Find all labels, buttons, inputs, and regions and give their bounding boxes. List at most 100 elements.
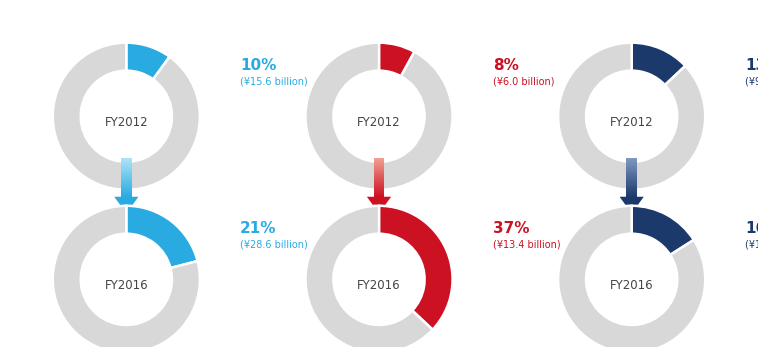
Polygon shape [114, 197, 139, 213]
Bar [626, 167, 637, 168]
Text: Three companies total: Three companies total [33, 12, 219, 27]
Bar [121, 168, 132, 169]
Bar [626, 180, 637, 181]
Bar [121, 178, 132, 179]
Bar [121, 194, 132, 195]
Bar [121, 189, 132, 190]
Bar [626, 170, 637, 171]
Bar [374, 187, 384, 188]
Bar [626, 177, 637, 178]
Bar [374, 165, 384, 166]
Bar [121, 166, 132, 167]
Bar [374, 172, 384, 174]
Bar [121, 195, 132, 196]
Bar [626, 190, 637, 191]
Bar [626, 165, 637, 166]
Text: 8%: 8% [493, 58, 518, 73]
Wedge shape [127, 206, 198, 268]
Bar [121, 162, 132, 163]
Bar [374, 176, 384, 177]
Bar [374, 159, 384, 160]
Bar [374, 160, 384, 161]
Bar [121, 185, 132, 186]
Bar [121, 175, 132, 176]
Wedge shape [53, 206, 200, 347]
Bar [374, 166, 384, 167]
Bar [626, 161, 637, 162]
Text: 16%: 16% [745, 221, 758, 236]
Bar [626, 179, 637, 180]
Bar [374, 177, 384, 178]
Bar [626, 183, 637, 184]
Bar [374, 174, 384, 175]
Bar [626, 163, 637, 164]
Bar [374, 180, 384, 181]
Bar [121, 164, 132, 165]
Wedge shape [305, 43, 453, 190]
Text: FY2016: FY2016 [105, 279, 148, 292]
Text: (¥15.6 billion): (¥15.6 billion) [240, 76, 308, 86]
Bar [121, 192, 132, 193]
Wedge shape [379, 43, 415, 76]
Bar [374, 193, 384, 194]
Bar [121, 165, 132, 166]
Text: (¥9.5 billion): (¥9.5 billion) [745, 76, 758, 86]
Bar [374, 188, 384, 189]
Bar [374, 167, 384, 168]
Wedge shape [53, 43, 200, 190]
Bar [626, 191, 637, 192]
Bar [626, 194, 637, 195]
Bar [374, 194, 384, 195]
Bar [374, 162, 384, 163]
Bar [374, 164, 384, 165]
Bar [374, 182, 384, 183]
Bar [374, 168, 384, 169]
Polygon shape [367, 197, 391, 213]
Bar [374, 161, 384, 162]
Bar [121, 184, 132, 185]
Bar [374, 183, 384, 184]
Bar [374, 189, 384, 190]
Bar [121, 159, 132, 160]
Bar [374, 190, 384, 191]
Polygon shape [619, 197, 644, 213]
Bar [121, 172, 132, 174]
Bar [626, 169, 637, 170]
Bar [626, 188, 637, 189]
Bar [121, 187, 132, 188]
Bar [121, 183, 132, 184]
Bar [121, 170, 132, 171]
Wedge shape [631, 206, 694, 255]
Bar [121, 186, 132, 187]
Text: Taiyo Life: Taiyo Life [340, 12, 418, 27]
Bar [374, 163, 384, 164]
Bar [626, 166, 637, 167]
Bar [374, 192, 384, 193]
Text: (¥28.6 billion): (¥28.6 billion) [240, 239, 308, 249]
Bar [374, 196, 384, 197]
Bar [121, 180, 132, 181]
Bar [626, 172, 637, 174]
Bar [374, 195, 384, 196]
Bar [374, 178, 384, 179]
Wedge shape [631, 43, 685, 85]
Wedge shape [558, 206, 705, 347]
Text: FY2012: FY2012 [105, 116, 148, 129]
Bar [121, 169, 132, 170]
Wedge shape [127, 43, 170, 79]
Bar [121, 191, 132, 192]
Bar [121, 160, 132, 161]
Bar [121, 161, 132, 162]
Bar [626, 193, 637, 194]
Bar [121, 167, 132, 168]
Bar [626, 162, 637, 163]
Bar [121, 179, 132, 180]
Bar [374, 185, 384, 186]
Bar [626, 195, 637, 196]
Bar [121, 176, 132, 177]
Bar [626, 178, 637, 179]
Bar [626, 164, 637, 165]
Bar [626, 158, 637, 159]
Text: 13%: 13% [745, 58, 758, 73]
Bar [121, 181, 132, 182]
